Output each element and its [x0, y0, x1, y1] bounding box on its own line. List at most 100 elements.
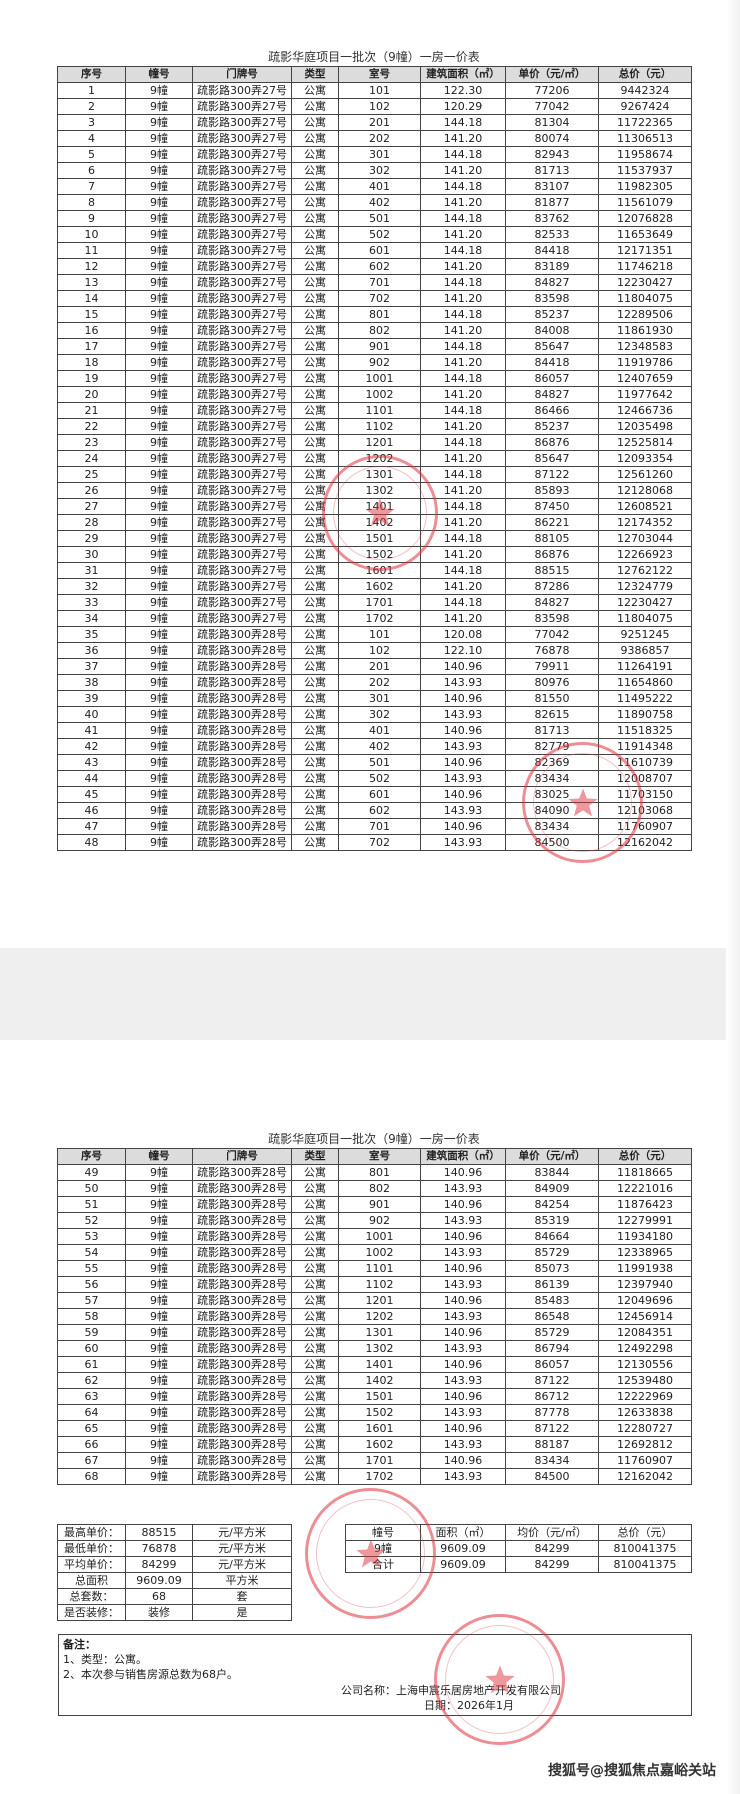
table-cell: 102: [338, 98, 421, 115]
table-row: 37 9幢 疏影路300弄28号 公寓 201 140.96 79911 11264191: [57, 658, 692, 675]
table-cell: 901: [338, 1196, 421, 1213]
table-row: 53 9幢 疏影路300弄28号 公寓 1001 140.96 84664 11934180: [57, 1228, 692, 1245]
table-cell: 公寓: [291, 306, 339, 323]
table-cell: 12171351: [598, 242, 692, 259]
table-row: 67 9幢 疏影路300弄28号 公寓 1701 140.96 83434 11760907: [57, 1452, 692, 1469]
table-cell: 140.96: [420, 658, 506, 675]
table-cell: 11306513: [598, 130, 692, 147]
table-cell: 143.93: [420, 770, 506, 787]
summary-cell: 元/平方米: [192, 1540, 292, 1557]
summary-header: 幢号: [345, 1524, 421, 1541]
table-row: 1 9幢 疏影路300弄27号 公寓 101 122.30 77206 9442324: [57, 82, 692, 99]
summary-cell: 最高单价：: [57, 1524, 126, 1541]
table-row: 66 9幢 疏影路300弄28号 公寓 1602 143.93 88187 12692812: [57, 1436, 692, 1453]
table-cell: 公寓: [291, 290, 339, 307]
table-cell: 公寓: [291, 562, 339, 579]
table-cell: 11518325: [598, 722, 692, 739]
table-cell: 9幢: [125, 1420, 193, 1437]
table-cell: 80976: [505, 674, 599, 691]
table-cell: 疏影路300弄27号: [192, 450, 292, 467]
table-cell: 11760907: [598, 818, 692, 835]
table-row: 49 9幢 疏影路300弄28号 公寓 801 140.96 83844 11818665: [57, 1164, 692, 1181]
table-cell: 144.18: [420, 530, 506, 547]
table-cell: 公寓: [291, 1196, 339, 1213]
table-cell: 疏影路300弄28号: [192, 1228, 292, 1245]
table-cell: 1: [57, 82, 126, 99]
table-cell: 12633838: [598, 1404, 692, 1421]
table-cell: 143.93: [420, 1276, 506, 1293]
table-row: 29 9幢 疏影路300弄27号 公寓 1501 144.18 88105 12703044: [57, 530, 692, 547]
table-cell: 9幢: [125, 738, 193, 755]
table-cell: 疏影路300弄27号: [192, 98, 292, 115]
table-cell: 9幢: [125, 530, 193, 547]
table-cell: 公寓: [291, 1372, 339, 1389]
table-cell: 84909: [505, 1180, 599, 1197]
table-cell: 85237: [505, 418, 599, 435]
summary-cell: 是否装修：: [57, 1604, 126, 1621]
table-cell: 疏影路300弄27号: [192, 562, 292, 579]
table-cell: 82369: [505, 754, 599, 771]
table-cell: 疏影路300弄27号: [192, 594, 292, 611]
table-cell: 1001: [338, 370, 421, 387]
building-summary-table: 幢号 面积（㎡） 均价（元/㎡） 总价（元） 9幢 9609.09 84299 8100413…: [345, 1524, 692, 1573]
table-cell: 疏影路300弄28号: [192, 674, 292, 691]
table-cell: 2: [57, 98, 126, 115]
table-cell: 86712: [505, 1388, 599, 1405]
table-cell: 86876: [505, 434, 599, 451]
table-cell: 140.96: [420, 1356, 506, 1373]
summary-row: 合计 9609.09 84299 810041375: [345, 1556, 692, 1573]
table-cell: 21: [57, 402, 126, 419]
table-cell: 公寓: [291, 1276, 339, 1293]
summary-cell: 平均单价：: [57, 1556, 126, 1573]
table-cell: 12266923: [598, 546, 692, 563]
table-row: 11 9幢 疏影路300弄27号 公寓 601 144.18 84418 12171351: [57, 242, 692, 259]
table-cell: 9幢: [125, 1212, 193, 1229]
table-cell: 13: [57, 274, 126, 291]
date: 日期：2026年1月: [424, 1699, 514, 1712]
table-cell: 公寓: [291, 642, 339, 659]
table-cell: 疏影路300弄28号: [192, 1388, 292, 1405]
table-cell: 87450: [505, 498, 599, 515]
table-cell: 144.18: [420, 498, 506, 515]
summary-row: 总面积 9609.09 平方米: [57, 1572, 292, 1589]
summary-cell: 总面积: [57, 1572, 126, 1589]
table-row: 41 9幢 疏影路300弄28号 公寓 401 140.96 81713 11518325: [57, 722, 692, 739]
table-cell: 疏影路300弄28号: [192, 754, 292, 771]
table-cell: 9幢: [125, 194, 193, 211]
table-cell: 801: [338, 306, 421, 323]
table-cell: 143.93: [420, 1404, 506, 1421]
table-row: 59 9幢 疏影路300弄28号 公寓 1301 140.96 85729 12084351: [57, 1324, 692, 1341]
table-cell: 36: [57, 642, 126, 659]
table-cell: 11991938: [598, 1260, 692, 1277]
table-cell: 122.10: [420, 642, 506, 659]
table-cell: 9幢: [125, 418, 193, 435]
table-cell: 12128068: [598, 482, 692, 499]
table-cell: 公寓: [291, 1436, 339, 1453]
table-cell: 1302: [338, 482, 421, 499]
table-cell: 1502: [338, 1404, 421, 1421]
table-cell: 公寓: [291, 834, 339, 851]
table-cell: 公寓: [291, 338, 339, 355]
table-row: 54 9幢 疏影路300弄28号 公寓 1002 143.93 85729 12338965: [57, 1244, 692, 1261]
column-header: 室号: [338, 66, 421, 83]
table-row: 12 9幢 疏影路300弄27号 公寓 602 141.20 83189 11746218: [57, 258, 692, 275]
table-cell: 9幢: [125, 130, 193, 147]
table-cell: 疏影路300弄27号: [192, 306, 292, 323]
table-cell: 12008707: [598, 770, 692, 787]
table-row: 21 9幢 疏影路300弄27号 公寓 1101 144.18 86466 12466736: [57, 402, 692, 419]
table-cell: 疏影路300弄27号: [192, 482, 292, 499]
table-header-row: 序号 幢号 门牌号 类型 室号 建筑面积（㎡） 单价（元/㎡） 总价（元）: [57, 1148, 692, 1165]
table-cell: 公寓: [291, 1292, 339, 1309]
table-cell: 55: [57, 1260, 126, 1277]
table-cell: 12222969: [598, 1388, 692, 1405]
watermark: 搜狐号@搜狐焦点嘉峪关站: [548, 1763, 716, 1779]
table-cell: 42: [57, 738, 126, 755]
table-cell: 11610739: [598, 754, 692, 771]
column-header: 幢号: [125, 66, 193, 83]
table-cell: 疏影路300弄27号: [192, 386, 292, 403]
table-cell: 疏影路300弄27号: [192, 226, 292, 243]
table-cell: 疏影路300弄28号: [192, 818, 292, 835]
table-cell: 1401: [338, 1356, 421, 1373]
table-cell: 140.96: [420, 722, 506, 739]
table-cell: 疏影路300弄28号: [192, 1340, 292, 1357]
